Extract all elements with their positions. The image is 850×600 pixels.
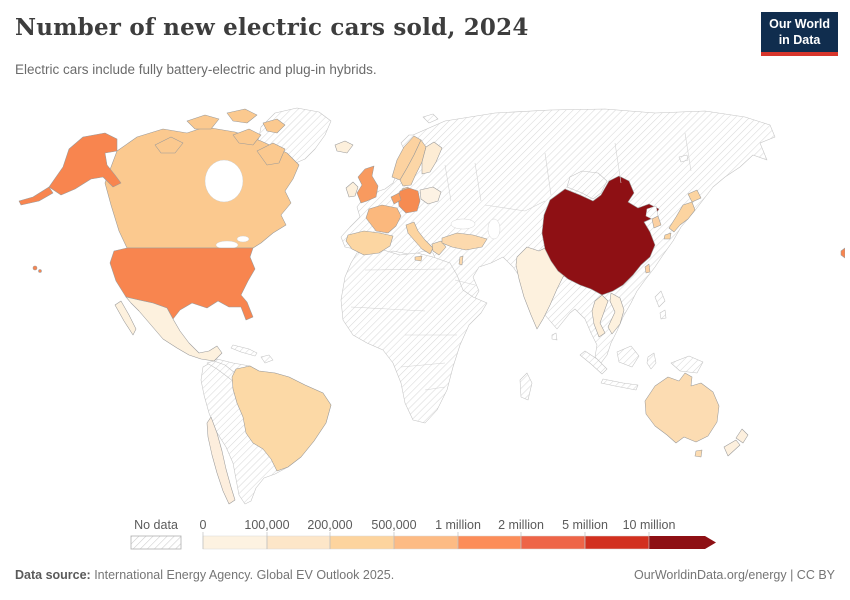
legend-bin-0[interactable] (202, 535, 268, 550)
region-new-guinea[interactable] (670, 355, 704, 374)
data-source-note: Data source: International Energy Agency… (15, 568, 394, 582)
legend-svg: No data 0 100,000 200,000 500,000 1 mill… (130, 518, 716, 550)
country-canada (104, 108, 300, 249)
country-mexico (114, 296, 223, 362)
country-vietnam[interactable] (607, 292, 625, 335)
great-lakes-2 (236, 235, 250, 243)
legend-bin-7-arrow[interactable] (649, 536, 716, 549)
country-new-zealand (723, 428, 749, 457)
owid-logo-line1: Our World (769, 17, 830, 31)
region-java[interactable] (600, 378, 639, 391)
legend-bin-1[interactable] (266, 535, 331, 550)
legend-bin-5[interactable] (520, 535, 586, 550)
country-turkey[interactable] (441, 232, 488, 251)
region-africa-no-data[interactable] (340, 248, 488, 424)
region-svalbard[interactable] (422, 113, 439, 124)
country-finland[interactable] (421, 141, 443, 175)
legend-tick-label: 1 million (435, 518, 481, 532)
legend-no-data-label: No data (134, 518, 178, 532)
world-map (5, 105, 846, 505)
legend-bin-3[interactable] (393, 535, 459, 550)
world-map-svg (18, 107, 846, 505)
country-japan (663, 189, 702, 240)
region-sumatra[interactable] (579, 350, 608, 375)
legend-tick-label: 0 (200, 518, 207, 532)
legend-no-data-swatch[interactable] (130, 535, 182, 550)
legend-ticks (202, 532, 650, 549)
page-title: Number of new electric cars sold, 2024 (15, 14, 529, 41)
owid-logo[interactable]: Our World in Data (761, 12, 838, 57)
legend-tick-label: 100,000 (244, 518, 289, 532)
hudson-bay (204, 159, 244, 203)
owid-url-license[interactable]: OurWorldinData.org/energy | CC BY (633, 568, 835, 582)
country-netherlands-belgium[interactable] (390, 192, 402, 205)
country-united-kingdom[interactable] (356, 165, 379, 204)
country-spain[interactable] (345, 230, 394, 256)
country-south-korea[interactable] (651, 215, 662, 229)
country-italy (405, 221, 434, 262)
legend-bin-2[interactable] (329, 535, 395, 550)
region-cuba[interactable] (230, 344, 258, 357)
chart-footer: Data source: International Energy Agency… (15, 568, 835, 582)
black-sea (450, 218, 476, 230)
country-ireland[interactable] (345, 181, 359, 198)
map-legend: No data 0 100,000 200,000 500,000 1 mill… (0, 512, 850, 558)
region-hispaniola[interactable] (260, 354, 274, 364)
legend-tick-label: 200,000 (307, 518, 352, 532)
legend-tick-label: 500,000 (371, 518, 416, 532)
country-france[interactable] (365, 204, 402, 234)
country-greece[interactable] (431, 240, 447, 256)
hawaii[interactable] (32, 265, 38, 271)
country-poland[interactable] (419, 186, 442, 205)
chart-subtitle: Electric cars include fully battery-elec… (15, 62, 377, 77)
country-israel[interactable] (458, 255, 464, 266)
data-source-text: International Energy Agency. Global EV O… (90, 568, 395, 582)
country-chile[interactable] (206, 416, 236, 505)
internal-borders (350, 132, 692, 391)
legend-tick-label: 10 million (623, 518, 676, 532)
caspian-sea (487, 218, 501, 240)
legend-tick-label: 2 million (498, 518, 544, 532)
region-madagascar[interactable] (519, 372, 533, 401)
legend-bin-6[interactable] (584, 535, 650, 550)
country-brazil[interactable] (231, 365, 332, 472)
region-borneo[interactable] (616, 345, 640, 368)
legend-bin-4[interactable] (457, 535, 522, 550)
country-thailand[interactable] (591, 294, 609, 338)
region-kuril-island[interactable] (678, 154, 689, 163)
region-mongolia[interactable] (566, 170, 608, 200)
region-sri-lanka[interactable] (551, 332, 558, 341)
region-sulawesi[interactable] (646, 352, 657, 370)
region-philippines[interactable] (654, 290, 666, 308)
legend-tick-label: 5 million (562, 518, 608, 532)
tasmania[interactable] (694, 449, 703, 458)
country-australia (644, 372, 720, 458)
data-source-label: Data source: (15, 568, 91, 582)
country-united-states (18, 132, 846, 321)
owid-logo-line2: in Data (778, 32, 821, 47)
aleutians-wrap[interactable] (840, 247, 846, 259)
country-iceland[interactable] (334, 140, 354, 154)
country-taiwan[interactable] (644, 263, 651, 274)
